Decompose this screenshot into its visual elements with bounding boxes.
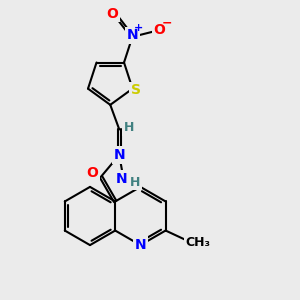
Text: N: N: [127, 28, 138, 42]
Text: CH₃: CH₃: [185, 236, 211, 249]
Text: O: O: [87, 166, 98, 180]
Text: O: O: [153, 23, 165, 37]
Text: H: H: [124, 122, 134, 134]
Text: N: N: [113, 148, 125, 162]
Text: H: H: [130, 176, 140, 189]
Text: +: +: [134, 23, 144, 33]
Text: N: N: [116, 172, 128, 186]
Text: N: N: [135, 238, 146, 252]
Text: S: S: [131, 83, 141, 97]
Text: O: O: [106, 7, 118, 21]
Text: −: −: [161, 16, 172, 29]
